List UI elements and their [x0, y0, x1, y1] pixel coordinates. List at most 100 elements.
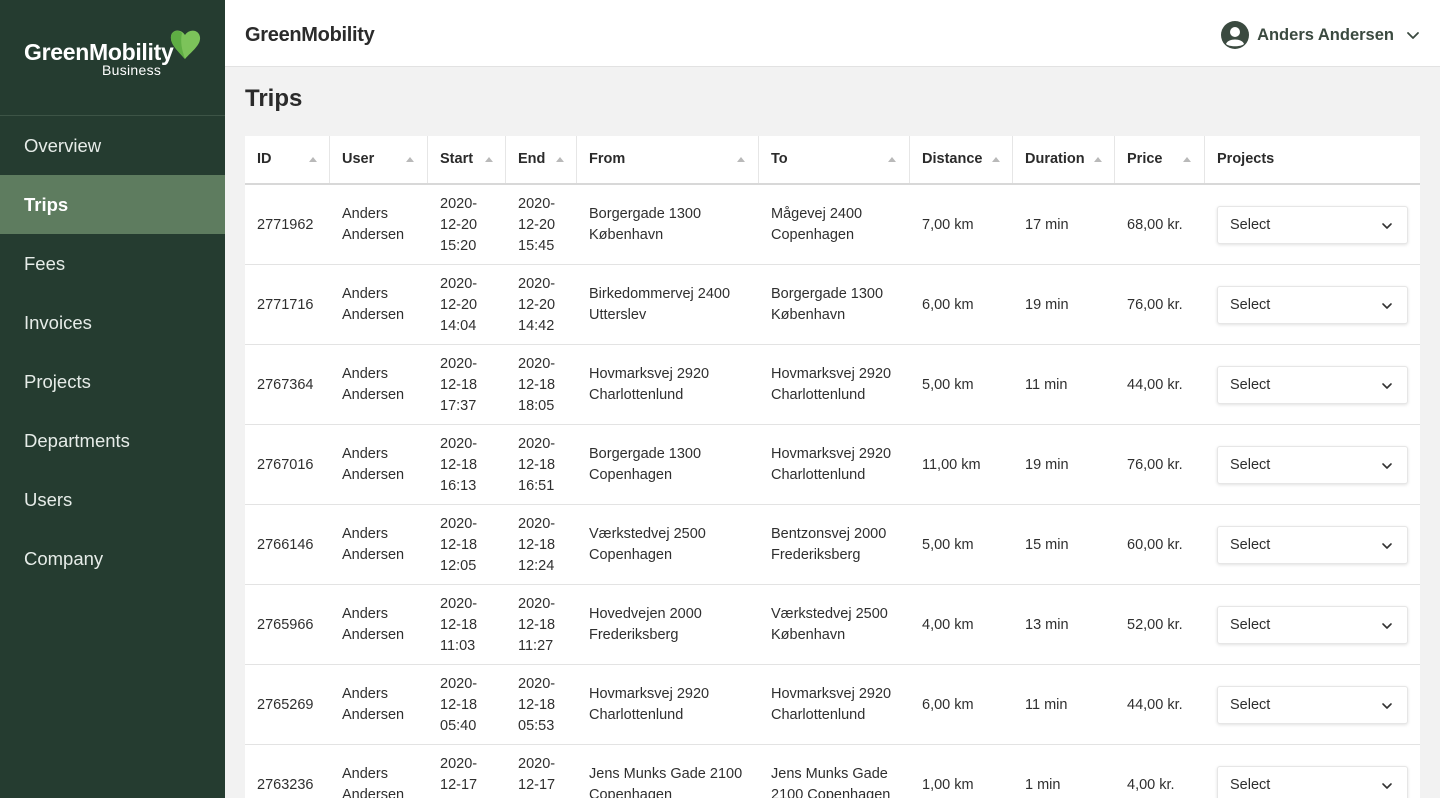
project-select[interactable]: Select — [1217, 286, 1408, 324]
sidebar-item-fees[interactable]: Fees — [24, 253, 66, 274]
project-select[interactable]: Select — [1217, 766, 1408, 798]
user-menu[interactable]: Anders Andersen — [1221, 20, 1420, 50]
cell-value: 13 min — [1025, 616, 1069, 633]
column-header-duration[interactable]: Duration — [1013, 136, 1115, 183]
column-header-label: Distance — [922, 151, 983, 167]
column-header-distance[interactable]: Distance — [910, 136, 1013, 183]
sort-ascending-icon[interactable] — [992, 157, 1000, 162]
sidebar-item-projects[interactable]: Projects — [24, 371, 91, 392]
cell-to: Værkstedvej 2500 København — [759, 585, 910, 665]
column-header-id[interactable]: ID — [245, 136, 330, 183]
cell-end: 2020- 12-17 — [506, 745, 577, 798]
project-select[interactable]: Select — [1217, 606, 1408, 644]
cell-value: 2763236 — [257, 776, 314, 793]
cell-id: 2767016 — [245, 425, 330, 505]
project-select[interactable]: Select — [1217, 446, 1408, 484]
project-select[interactable]: Select — [1217, 686, 1408, 724]
project-select[interactable]: Select — [1217, 206, 1408, 244]
cell-line: Andersen — [342, 787, 405, 798]
cell-line: Hovmarksvej 2920 — [771, 366, 892, 382]
cell-id: 2765966 — [245, 585, 330, 665]
table-row[interactable]: 2771962 Anders Andersen 2020- 12-20 15:20 2020… — [245, 185, 1420, 265]
cell-line: 12-18 — [518, 616, 556, 633]
table-row[interactable]: 2765269 Anders Andersen 2020- 12-18 05:40 2020… — [245, 665, 1420, 745]
column-header-label: ID — [257, 151, 272, 167]
sort-ascending-icon[interactable] — [888, 157, 896, 162]
cell-line: 2020- — [518, 675, 556, 692]
cell-line: 12-18 — [440, 536, 478, 553]
sidebar-item-trips[interactable]: Trips — [0, 175, 225, 234]
sort-ascending-icon[interactable] — [1183, 157, 1191, 162]
cell-line: Charlottenlund — [771, 467, 866, 483]
column-header-price[interactable]: Price — [1115, 136, 1205, 183]
column-header-projects[interactable]: Projects — [1205, 136, 1420, 183]
project-select[interactable]: Select — [1217, 526, 1408, 564]
cell-duration: 19 min — [1013, 265, 1115, 345]
column-header-from[interactable]: From — [577, 136, 759, 183]
sidebar-item-invoices[interactable]: Invoices — [24, 312, 92, 333]
table-row[interactable]: 2771716 Anders Andersen 2020- 12-20 14:04 2020… — [245, 265, 1420, 345]
table-row[interactable]: 2766146 Anders Andersen 2020- 12-18 12:05 2020… — [245, 505, 1420, 585]
cell-price: 4,00 kr. — [1115, 745, 1205, 798]
sort-ascending-icon[interactable] — [309, 157, 317, 162]
user-circle-icon — [1221, 21, 1250, 49]
sort-ascending-icon[interactable] — [1094, 157, 1102, 162]
cell-value: 76,00 kr. — [1127, 296, 1183, 313]
cell-to: Hovmarksvej 2920 Charlottenlund — [759, 345, 910, 425]
sidebar-item-departments[interactable]: Departments — [24, 430, 130, 451]
greenmobility-logo[interactable]: GreenMobility Business — [24, 28, 204, 80]
sidebar-item-company[interactable]: Company — [24, 548, 104, 569]
cell-duration: 19 min — [1013, 425, 1115, 505]
cell-user: Anders Andersen — [330, 505, 428, 585]
chevron-down-icon[interactable] — [1406, 28, 1420, 42]
cell-line: Anders — [342, 446, 388, 462]
column-header-label: From — [589, 151, 626, 167]
table-row[interactable]: 2765966 Anders Andersen 2020- 12-18 11:03 2020… — [245, 585, 1420, 665]
cell-line: København — [589, 227, 664, 243]
column-header-user[interactable]: User — [330, 136, 428, 183]
cell-line: Copenhagen — [771, 227, 855, 243]
cell-end: 2020- 12-18 18:05 — [506, 345, 577, 425]
column-header-start[interactable]: Start — [428, 136, 506, 183]
table-row[interactable]: 2767364 Anders Andersen 2020- 12-18 17:37 2020… — [245, 345, 1420, 425]
cell-line: Anders — [342, 366, 388, 382]
cell-from: Borgergade 1300 København — [577, 185, 759, 265]
cell-line: Hovmarksvej 2920 — [771, 686, 892, 702]
sort-ascending-icon[interactable] — [737, 157, 745, 162]
column-header-to[interactable]: To — [759, 136, 910, 183]
column-header-end[interactable]: End — [506, 136, 577, 183]
cell-line: Birkedommervej 2400 — [589, 286, 731, 302]
cell-line: Copenhagen — [589, 547, 673, 563]
cell-id: 2767364 — [245, 345, 330, 425]
cell-value: 6,00 km — [922, 696, 974, 713]
sort-ascending-icon[interactable] — [406, 157, 414, 162]
sidebar-item-overview[interactable]: Overview — [24, 135, 102, 156]
cell-duration: 11 min — [1013, 665, 1115, 745]
cell-from: Hovmarksvej 2920 Charlottenlund — [577, 665, 759, 745]
sort-ascending-icon[interactable] — [556, 157, 564, 162]
cell-line: 2020- — [440, 435, 478, 452]
cell-line: Værkstedvej 2500 — [771, 606, 888, 622]
cell-line: 2020- — [440, 595, 478, 612]
cell-line: 2020- — [518, 275, 556, 292]
cell-price: 44,00 kr. — [1115, 665, 1205, 745]
cell-user: Anders Andersen — [330, 345, 428, 425]
cell-price: 68,00 kr. — [1115, 185, 1205, 265]
cell-line: 05:40 — [440, 717, 477, 734]
project-select[interactable]: Select — [1217, 366, 1408, 404]
chevron-down-icon — [1382, 303, 1392, 309]
cell-line: 12-18 — [518, 536, 556, 553]
table-row[interactable]: 2767016 Anders Andersen 2020- 12-18 16:13 2020… — [245, 425, 1420, 505]
cell-line: Andersen — [342, 707, 405, 723]
sort-ascending-icon[interactable] — [485, 157, 493, 162]
cell-line: 12-18 — [518, 456, 556, 473]
logo-sub: Business — [102, 62, 162, 78]
table-row[interactable]: 2763236 Anders Andersen 2020- 12-17 2020- 12-1… — [245, 745, 1420, 798]
project-select-label: Select — [1230, 297, 1271, 313]
cell-line: Copenhagen — [589, 467, 673, 483]
sidebar-item-users[interactable]: Users — [24, 489, 73, 510]
cell-value: 68,00 kr. — [1127, 216, 1183, 233]
chevron-down-icon — [1382, 543, 1392, 549]
cell-start: 2020- 12-18 05:40 — [428, 665, 506, 745]
cell-value: 11 min — [1025, 696, 1068, 713]
